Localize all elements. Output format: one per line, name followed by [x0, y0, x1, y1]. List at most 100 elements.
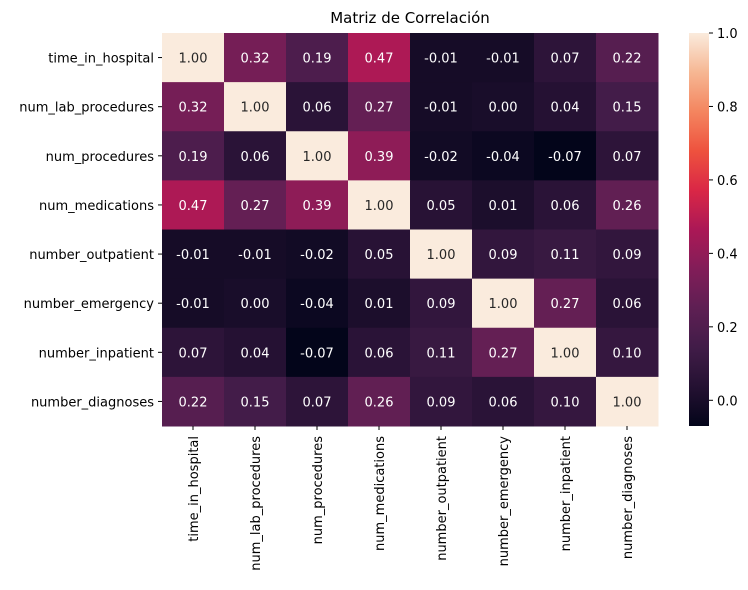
heatmap-cell	[410, 229, 473, 280]
heatmap-cell	[224, 131, 287, 181]
cell-value-label: -0.01	[486, 52, 520, 67]
cell-value-label: 0.39	[365, 150, 394, 165]
row-tick-label: num_procedures	[46, 150, 155, 165]
cell-value-label: 0.10	[613, 346, 642, 361]
colorbar-tick-label: 0.2	[717, 321, 738, 336]
heatmap-cell	[410, 82, 473, 132]
heatmap-cell	[534, 131, 597, 181]
row-tick-label: num_medications	[39, 199, 154, 214]
cell-value-label: 1.00	[613, 395, 642, 410]
cell-value-label: 0.27	[241, 199, 270, 214]
cell-value-label: 0.19	[179, 150, 208, 165]
cell-value-label: 1.00	[551, 346, 580, 361]
cell-value-label: 0.27	[365, 101, 394, 116]
cell-value-label: -0.02	[300, 248, 334, 263]
heatmap-cell	[534, 82, 597, 132]
column-tick-label: num_lab_procedures	[249, 436, 264, 571]
cell-value-label: 1.00	[489, 297, 518, 312]
heatmap-cell	[348, 33, 411, 83]
heatmap-cell	[348, 180, 411, 230]
heatmap-cell	[224, 229, 287, 280]
heatmap-cell	[472, 278, 535, 329]
column-tick-label: time_in_hospital	[187, 436, 202, 542]
heatmap-cell	[162, 131, 225, 181]
cell-value-label: 0.06	[613, 297, 642, 312]
column-tick-labels: time_in_hospital num_lab_procedures num_pr…	[187, 426, 636, 571]
cell-value-label: 0.26	[613, 199, 642, 214]
cell-value-label: 1.00	[365, 199, 394, 214]
heatmap-cell	[286, 327, 349, 378]
cell-value-label: 0.01	[489, 199, 518, 214]
colorbar-tick-label: 1.0	[717, 27, 738, 42]
cell-value-label: 0.15	[241, 395, 270, 410]
cell-value-label: 0.06	[489, 395, 518, 410]
heatmap-cell	[472, 82, 535, 132]
heatmap-cell	[162, 82, 225, 132]
cell-value-label: -0.01	[176, 248, 210, 263]
heatmap-cell	[534, 229, 597, 280]
row-tick-label: num_lab_procedures	[19, 101, 154, 116]
cell-value-label: 0.11	[427, 346, 456, 361]
row-tick-label: number_outpatient	[29, 248, 154, 263]
cell-value-label: 1.00	[241, 101, 270, 116]
heatmap-cell	[224, 327, 287, 378]
cell-value-label: 0.26	[365, 395, 394, 410]
cell-value-label: -0.01	[424, 101, 458, 116]
heatmap-cell	[286, 376, 349, 427]
heatmap-cell	[596, 131, 659, 181]
heatmap-cell	[162, 327, 225, 378]
chart-title: Matriz de Correlación	[330, 9, 490, 27]
cell-value-label: 0.47	[365, 52, 394, 67]
colorbar-tick-label: 0.0	[717, 394, 738, 409]
cell-value-label: 0.07	[303, 395, 332, 410]
cell-value-label: 0.32	[241, 52, 270, 67]
heatmap-cell	[162, 229, 225, 280]
cell-value-label: 0.06	[365, 346, 394, 361]
colorbar-tick-label: 0.6	[717, 174, 738, 189]
colorbar: 0.0 0.2 0.4 0.6 0.8 1.0	[689, 27, 738, 426]
heatmap-cell	[596, 278, 659, 329]
cell-value-label: 0.27	[551, 297, 580, 312]
heatmap-cell	[224, 180, 287, 230]
heatmap-cell	[410, 327, 473, 378]
column-tick-label: number_inpatient	[559, 436, 574, 551]
colorbar-tick-label: 0.4	[717, 247, 738, 262]
row-tick-labels: time_in_hospital num_lab_procedures num_pr…	[19, 52, 162, 410]
cell-value-label: 0.09	[613, 248, 642, 263]
heatmap-cell	[596, 327, 659, 378]
colorbar-tick-label: 0.8	[717, 100, 738, 115]
cell-value-label: -0.07	[300, 346, 334, 361]
cell-value-label: 0.07	[551, 52, 580, 67]
heatmap-cell	[596, 82, 659, 132]
heatmap-cell	[410, 33, 473, 83]
heatmap-cell	[410, 131, 473, 181]
heatmap-cell	[286, 82, 349, 132]
heatmap-cell	[162, 278, 225, 329]
heatmap-cell	[534, 180, 597, 230]
heatmap-cell	[162, 376, 225, 427]
cell-value-label: -0.04	[300, 297, 334, 312]
cell-value-label: -0.01	[238, 248, 272, 263]
heatmap-cell	[224, 278, 287, 329]
colorbar-gradient	[689, 33, 709, 426]
cell-value-label: 0.09	[427, 395, 456, 410]
cell-value-label: 0.22	[179, 395, 208, 410]
cell-value-label: 0.05	[427, 199, 456, 214]
column-tick-label: num_medications	[373, 436, 388, 551]
cell-value-label: 0.00	[241, 297, 270, 312]
heatmap-cell	[224, 376, 287, 427]
row-tick-label: number_emergency	[24, 297, 155, 312]
cell-value-label: 0.09	[489, 248, 518, 263]
cell-value-label: 0.22	[613, 52, 642, 67]
row-tick-label: number_inpatient	[39, 346, 154, 361]
heatmap-cell	[286, 131, 349, 181]
cell-value-label: 0.07	[613, 150, 642, 165]
row-tick-label: number_diagnoses	[31, 395, 154, 410]
cell-value-label: 0.01	[365, 297, 394, 312]
cell-value-label: 1.00	[303, 150, 332, 165]
cell-value-label: 0.07	[179, 346, 208, 361]
heatmap-cell	[348, 131, 411, 181]
heatmap-cell	[534, 327, 597, 378]
heatmap-cell	[534, 278, 597, 329]
heatmap-cell	[224, 33, 287, 83]
